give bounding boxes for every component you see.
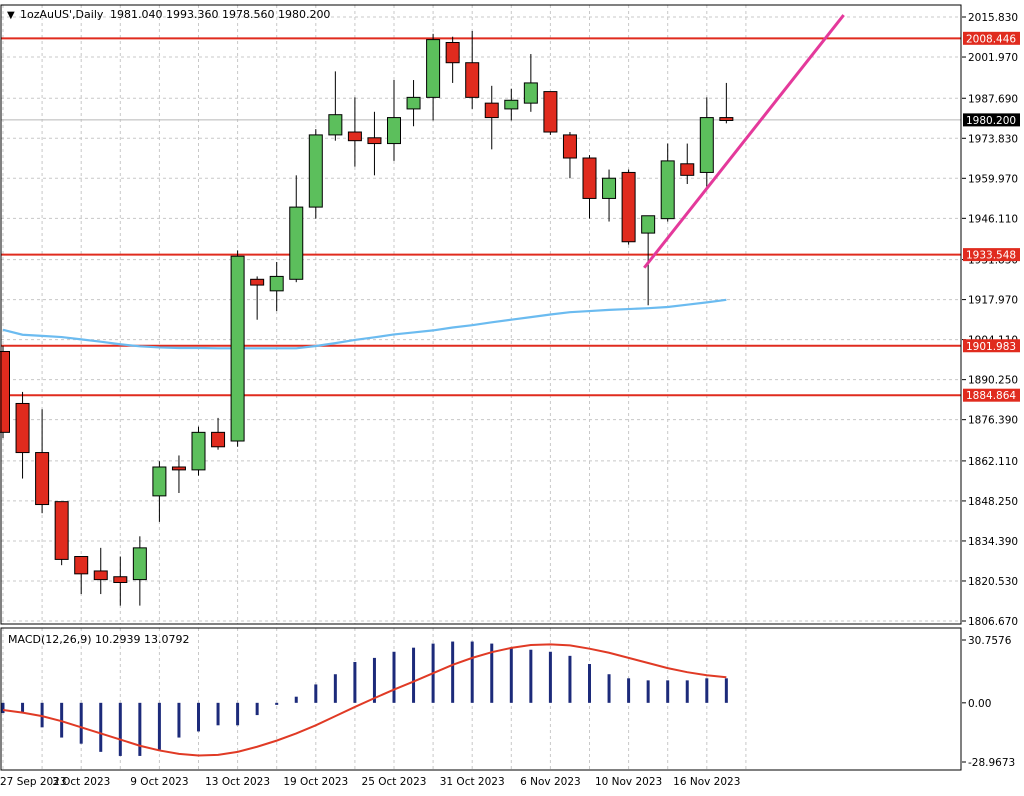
macd-tick-label: -28.9673 [968,757,1015,769]
bullish-candle [406,96,421,110]
collapse-arrow-icon[interactable]: ▼ [7,10,15,21]
bullish-candle [602,177,617,199]
price-tick-label: 1806.670 [968,616,1018,628]
macd-tick-label: 30.7576 [968,635,1012,647]
bearish-candle [445,41,460,64]
bearish-candle [347,131,362,142]
level-price-tag-text: 2008.446 [966,33,1016,45]
level-price-tag-text: 1933.548 [966,250,1016,262]
date-label: 16 Nov 2023 [673,776,740,788]
macd-label: MACD(12,26,9) 10.2939 13.0792 [8,633,190,646]
date-label: 10 Nov 2023 [595,776,662,788]
bullish-candle [308,134,323,208]
bearish-candle [621,171,636,243]
macd-pane-frame [0,627,962,771]
bearish-candle [367,137,382,145]
price-tick-label: 2001.970 [968,52,1018,64]
level-price-tag [963,339,1020,353]
price-tick-label: 1973.830 [968,133,1018,145]
bearish-candle [582,157,597,199]
bullish-candle [426,39,441,98]
bearish-candle [15,402,30,454]
bullish-candle [387,117,401,145]
level-price-tag [963,31,1020,45]
bearish-candle [171,466,186,471]
bearish-candle [543,91,558,133]
macd-tick-label: 0.00 [968,698,991,710]
symbol-label: 1ozAuUS',Daily [20,8,104,21]
bearish-candle [211,431,226,448]
bearish-candle [93,570,108,581]
date-label: 19 Oct 2023 [283,776,348,788]
bearish-candle [719,117,734,121]
bullish-candle [328,114,343,136]
level-price-tag-text: 1884.864 [966,390,1016,402]
bullish-candle [289,206,304,280]
current-price-tag [963,113,1020,127]
bullish-candle [660,160,675,220]
bullish-candle [152,466,167,497]
bullish-candle [523,82,538,104]
bearish-candle [0,350,10,433]
level-price-tag-text: 1901.983 [966,341,1016,353]
date-label: 31 Oct 2023 [440,776,505,788]
bullish-candle [699,117,714,173]
date-label: 3 Oct 2023 [52,776,110,788]
date-label: 13 Oct 2023 [205,776,270,788]
main-pane-frame [0,4,962,625]
macd-signal-line [2,643,727,757]
price-tick-label: 1959.970 [968,173,1018,185]
price-tick-label: 1890.250 [968,375,1018,387]
bearish-candle [74,556,89,575]
bullish-candle [230,255,245,442]
ohlc-values: 1981.040 1993.360 1978.560 1980.200 [110,8,330,21]
trendline [643,14,845,269]
bullish-candle [132,547,147,581]
bearish-candle [465,62,480,98]
bullish-candle [641,215,656,234]
price-tick-label: 1848.250 [968,496,1018,508]
bullish-candle [269,275,284,292]
bearish-candle [250,278,265,286]
bearish-candle [562,134,577,159]
date-label: 9 Oct 2023 [130,776,188,788]
price-tick-label: 1820.530 [968,576,1018,588]
bullish-candle [504,99,519,110]
price-tick-label: 1834.390 [968,536,1018,548]
bearish-candle [54,501,69,560]
date-label: 6 Nov 2023 [520,776,581,788]
bullish-candle [191,431,206,471]
date-label: 25 Oct 2023 [362,776,427,788]
bearish-candle [35,452,50,506]
moving-average-line [2,298,727,350]
bearish-candle [680,163,695,176]
price-tick-label: 1917.970 [968,295,1018,307]
bearish-candle [113,576,128,584]
bearish-candle [484,102,499,119]
price-tick-label: 1946.110 [968,213,1018,225]
price-tick-label: 1862.110 [968,456,1018,468]
date-label: 27 Sep 2023 [0,776,67,788]
price-tick-label: 1987.690 [968,93,1018,105]
price-tick-label: 2015.830 [968,12,1018,24]
level-price-tag [963,388,1020,402]
level-price-tag [963,248,1020,262]
current-price-tag-text: 1980.200 [966,115,1016,127]
price-tick-label: 1876.390 [968,415,1018,427]
